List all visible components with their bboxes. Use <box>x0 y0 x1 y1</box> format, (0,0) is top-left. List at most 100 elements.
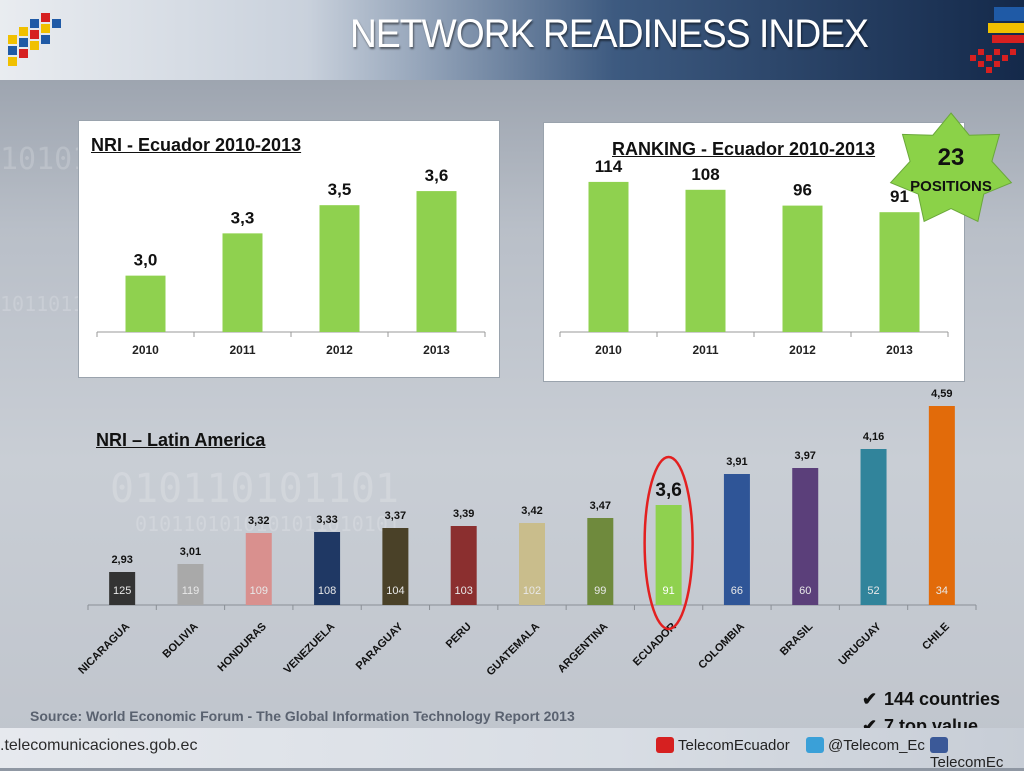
bar <box>222 233 263 332</box>
cube-logo <box>962 5 1024 90</box>
note-item: ✔ 144 countries <box>862 686 1000 713</box>
bar <box>792 468 819 605</box>
ranking-label: 91 <box>662 585 674 597</box>
data-label: 3,3 <box>231 208 255 227</box>
data-label: 3,97 <box>795 450 816 462</box>
chart-title: RANKING - Ecuador 2010-2013 <box>612 139 876 159</box>
nri-ecuador-panel: NRI - Ecuador 2010-2013 3,0 2010 3,3 2011 3,… <box>78 120 500 378</box>
category-label: VENEZUELA <box>282 621 338 677</box>
ranking-label: 60 <box>799 585 811 597</box>
data-label: 3,5 <box>328 180 352 199</box>
data-label: 108 <box>691 165 719 184</box>
data-label: 4,59 <box>931 388 952 400</box>
data-label: 4,16 <box>863 431 884 443</box>
data-label: 3,39 <box>453 508 474 520</box>
bar <box>109 572 136 605</box>
youtube-label: TelecomEcuador <box>678 737 790 754</box>
ranking-label: 108 <box>318 585 336 597</box>
data-label: 114 <box>595 157 623 176</box>
facebook-link[interactable]: TelecomEc <box>930 737 1024 771</box>
ranking-ecuador-chart: 114 2010 108 2011 96 2012 91 2013 <box>559 157 949 357</box>
chart-title-latam: NRI – Latin America <box>96 430 266 450</box>
tick-label: 2011 <box>229 343 255 357</box>
twitter-label: @Telecom_Ec <box>828 737 925 754</box>
data-label: 96 <box>793 181 812 200</box>
bar <box>655 505 682 605</box>
bar <box>519 523 545 605</box>
header-bar <box>0 0 1024 80</box>
category-label: PERU <box>444 621 474 651</box>
data-label: 2,93 <box>111 554 132 566</box>
category-label: COLOMBIA <box>696 621 747 672</box>
nri-ecuador-chart: 3,0 2010 3,3 2011 3,5 2012 3,6 2013 <box>96 166 486 357</box>
tick-label: 2013 <box>886 343 913 357</box>
bar <box>860 449 887 605</box>
bar <box>245 533 272 605</box>
chart-title: NRI - Ecuador 2010-2013 <box>91 135 302 155</box>
category-label: HONDURAS <box>215 621 268 674</box>
tick-label: 2010 <box>132 343 159 357</box>
data-label: 3,01 <box>180 546 201 558</box>
bar <box>416 191 457 332</box>
bar <box>879 212 920 332</box>
bar <box>685 189 726 332</box>
bar <box>125 275 166 332</box>
category-label: CHILE <box>920 621 952 653</box>
tick-label: 2012 <box>789 343 816 357</box>
note-text: 144 countries <box>884 689 1001 709</box>
bar <box>587 518 614 605</box>
ranking-label: 102 <box>523 585 541 597</box>
bar <box>177 564 204 605</box>
bar <box>782 205 823 332</box>
bar <box>928 406 955 605</box>
ranking-label: 103 <box>455 585 473 597</box>
ranking-label: 52 <box>867 585 879 597</box>
twitter-icon <box>806 737 824 753</box>
data-label: 3,33 <box>316 514 337 526</box>
ministry-logo <box>0 5 70 80</box>
facebook-label: TelecomEc <box>930 754 1004 771</box>
category-label: NICARAGUA <box>76 621 132 677</box>
bar <box>588 181 629 332</box>
nri-latam-chart: 2,93 125 NICARAGUA 3,01 119 BOLIVIA 3,32 109 HON… <box>76 388 977 679</box>
category-label: ARGENTINA <box>556 621 611 676</box>
data-label: 3,37 <box>385 510 406 522</box>
data-label: 3,47 <box>590 500 611 512</box>
category-label: GUATEMALA <box>485 621 543 679</box>
category-label: BRASIL <box>778 620 816 658</box>
facebook-icon <box>930 737 948 753</box>
bar <box>319 205 360 332</box>
ranking-label: 34 <box>936 585 948 597</box>
website-link[interactable]: .telecomunicaciones.gob.ec <box>0 737 198 754</box>
ranking-ecuador-panel: RANKING - Ecuador 2010-2013 114 2010 108 20… <box>543 122 965 382</box>
badge-label: POSITIONS <box>910 178 992 195</box>
tick-label: 2013 <box>423 343 450 357</box>
data-label: 91 <box>890 187 909 206</box>
bar <box>382 528 409 605</box>
ranking-label: 104 <box>386 585 404 597</box>
page-title: NETWORK READINESS INDEX <box>349 12 869 56</box>
youtube-icon <box>656 737 674 753</box>
twitter-link[interactable]: @Telecom_Ec <box>806 737 925 754</box>
category-label: BOLIVIA <box>161 621 201 661</box>
tick-label: 2011 <box>692 343 718 357</box>
bar <box>723 474 750 605</box>
data-label: 3,0 <box>134 251 158 270</box>
data-label: 3,6 <box>425 166 449 185</box>
bar <box>450 526 477 605</box>
category-label: URUGUAY <box>837 620 885 668</box>
tick-label: 2012 <box>326 343 353 357</box>
tick-label: 2010 <box>595 343 622 357</box>
ranking-label: 66 <box>731 585 743 597</box>
positions-badge: 23 POSITIONS <box>876 108 1024 233</box>
source-text: Source: World Economic Forum - The Globa… <box>30 708 575 724</box>
bar <box>314 532 341 605</box>
data-label: 3,91 <box>726 456 747 468</box>
highlight-ellipse <box>643 455 694 631</box>
footer-bar <box>0 728 1024 768</box>
data-label: 3,32 <box>248 515 269 527</box>
youtube-link[interactable]: TelecomEcuador <box>656 737 790 754</box>
data-label: 3,6 <box>655 480 681 501</box>
ranking-label: 99 <box>594 585 606 597</box>
ranking-label: 109 <box>250 585 268 597</box>
